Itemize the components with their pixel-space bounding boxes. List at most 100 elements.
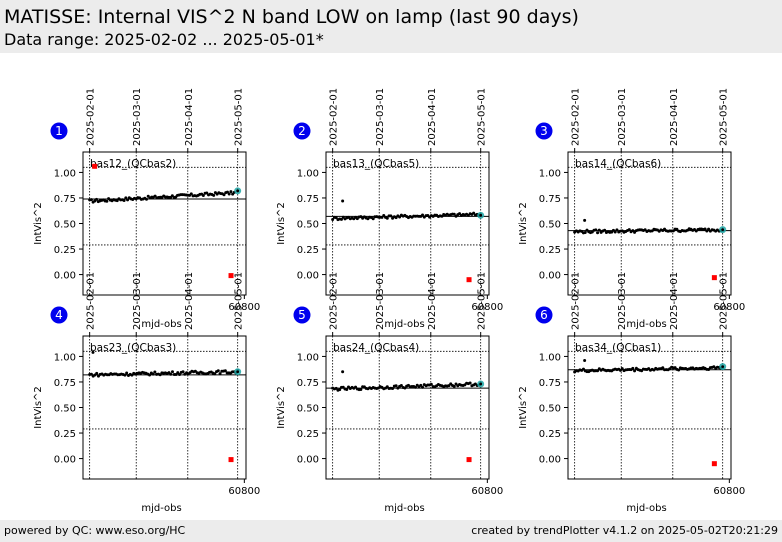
baseline-label: bas12_(QCbas2) bbox=[90, 158, 176, 170]
data-point bbox=[181, 370, 185, 374]
data-point bbox=[596, 369, 600, 373]
y-tick-label: 0.50 bbox=[297, 404, 319, 415]
y-tick-label: 0.75 bbox=[297, 378, 319, 389]
outlier-point bbox=[583, 218, 587, 222]
y-tick-label: 1.00 bbox=[539, 168, 561, 179]
data-point bbox=[613, 230, 617, 234]
y-tick-label: 0.00 bbox=[539, 455, 561, 466]
latest-point-core bbox=[479, 382, 483, 386]
date-tick-label: 2025-05-01 bbox=[719, 272, 730, 330]
y-tick-label: 0.75 bbox=[539, 378, 561, 389]
data-point bbox=[583, 231, 587, 235]
y-tick-label: 0.50 bbox=[539, 404, 561, 415]
y-tick-label: 0.50 bbox=[539, 220, 561, 231]
data-point bbox=[631, 366, 635, 370]
date-tick-label: 2025-03-01 bbox=[617, 88, 628, 146]
data-point bbox=[403, 386, 407, 390]
data-point bbox=[158, 373, 162, 377]
baseline-label: bas13_(QCbas5) bbox=[333, 158, 419, 170]
data-point bbox=[169, 372, 173, 376]
header-bar: MATISSE: Internal VIS^2 N band LOW on la… bbox=[0, 0, 782, 53]
data-point bbox=[125, 371, 129, 375]
flagged-point bbox=[228, 273, 234, 279]
data-point bbox=[413, 385, 417, 389]
data-point bbox=[385, 216, 389, 220]
y-tick-label: 0.75 bbox=[54, 378, 76, 389]
data-point bbox=[126, 198, 130, 202]
date-tick-label: 2025-03-01 bbox=[132, 272, 143, 330]
panel-6: 6 0.00 0.25 0.50 0.75 1.00 60800 2025-02-01 2025… bbox=[518, 272, 745, 514]
data-point bbox=[95, 197, 99, 201]
data-point bbox=[153, 370, 157, 374]
panel-number-text: 4 bbox=[55, 308, 63, 322]
date-tick-label: 2025-02-01 bbox=[571, 88, 582, 146]
panel-number-text: 2 bbox=[298, 124, 306, 138]
y-axis-label: IntVis^2 bbox=[518, 202, 529, 245]
flagged-point bbox=[92, 163, 98, 169]
date-tick-label: 2025-05-01 bbox=[719, 88, 730, 146]
y-tick-label: 0.25 bbox=[297, 245, 319, 256]
data-point bbox=[468, 381, 472, 385]
data-point bbox=[212, 193, 216, 197]
y-tick-label: 1.00 bbox=[54, 352, 76, 363]
x-tick-label: 60800 bbox=[713, 302, 745, 313]
date-tick-label: 2025-05-01 bbox=[234, 272, 245, 330]
panel-number-text: 6 bbox=[540, 308, 548, 322]
data-point bbox=[359, 388, 363, 392]
x-tick-label: 60800 bbox=[471, 302, 503, 313]
data-point bbox=[389, 214, 393, 218]
date-tick-label: 2025-04-01 bbox=[184, 88, 195, 146]
panel-number-badge bbox=[50, 306, 68, 324]
y-tick-label: 0.00 bbox=[297, 271, 319, 282]
x-axis-label: mjd-obs bbox=[384, 503, 424, 514]
date-tick-label: 2025-02-01 bbox=[86, 88, 97, 146]
data-point bbox=[596, 231, 600, 235]
panel-number-text: 1 bbox=[55, 124, 63, 138]
panel-5: 5 0.00 0.25 0.50 0.75 1.00 60800 2025-02-01 2025… bbox=[276, 272, 503, 514]
date-tick-label: 2025-04-01 bbox=[427, 272, 438, 330]
panel-number-text: 3 bbox=[540, 124, 548, 138]
data-point bbox=[218, 372, 222, 376]
x-tick-label: 60800 bbox=[228, 302, 260, 313]
data-point bbox=[89, 198, 93, 202]
data-point bbox=[615, 228, 619, 232]
outlier-point bbox=[583, 359, 587, 363]
axes-frame bbox=[325, 335, 490, 480]
flagged-point bbox=[228, 457, 234, 463]
axes-frame bbox=[82, 151, 247, 296]
y-tick-label: 0.25 bbox=[297, 429, 319, 440]
panel-number-badge bbox=[293, 122, 311, 140]
date-tick-label: 2025-05-01 bbox=[234, 88, 245, 146]
latest-point-core bbox=[236, 189, 240, 193]
data-point bbox=[391, 386, 395, 390]
date-tick-label: 2025-02-01 bbox=[571, 272, 582, 330]
data-point bbox=[345, 387, 349, 391]
baseline-label: bas14_(QCbas6) bbox=[575, 158, 661, 170]
footer-created-by: created by trendPlotter v4.1.2 on 2025-0… bbox=[471, 524, 778, 537]
data-point bbox=[661, 366, 665, 370]
baseline-label: bas23_(QCbas3) bbox=[90, 342, 176, 354]
date-tick-label: 2025-02-01 bbox=[329, 88, 340, 146]
x-axis-label: mjd-obs bbox=[141, 503, 181, 514]
y-tick-label: 0.50 bbox=[54, 220, 76, 231]
outlier-point bbox=[91, 350, 95, 354]
flagged-point bbox=[466, 457, 472, 463]
x-tick-label: 60800 bbox=[471, 486, 503, 497]
data-point bbox=[603, 228, 607, 232]
data-point bbox=[703, 227, 707, 231]
latest-point-core bbox=[479, 213, 483, 217]
data-point bbox=[458, 212, 462, 216]
panel-number-badge bbox=[535, 122, 553, 140]
y-axis-label: IntVis^2 bbox=[518, 386, 529, 429]
data-range-subtitle: Data range: 2025-02-02 ... 2025-05-01* bbox=[4, 30, 324, 49]
y-tick-label: 0.00 bbox=[54, 271, 76, 282]
data-point bbox=[399, 384, 403, 388]
y-tick-label: 1.00 bbox=[539, 352, 561, 363]
latest-point-core bbox=[721, 365, 725, 369]
data-point bbox=[229, 190, 233, 194]
data-point bbox=[124, 196, 128, 200]
data-point bbox=[633, 369, 637, 373]
data-point bbox=[421, 385, 425, 389]
date-tick-label: 2025-03-01 bbox=[617, 272, 628, 330]
